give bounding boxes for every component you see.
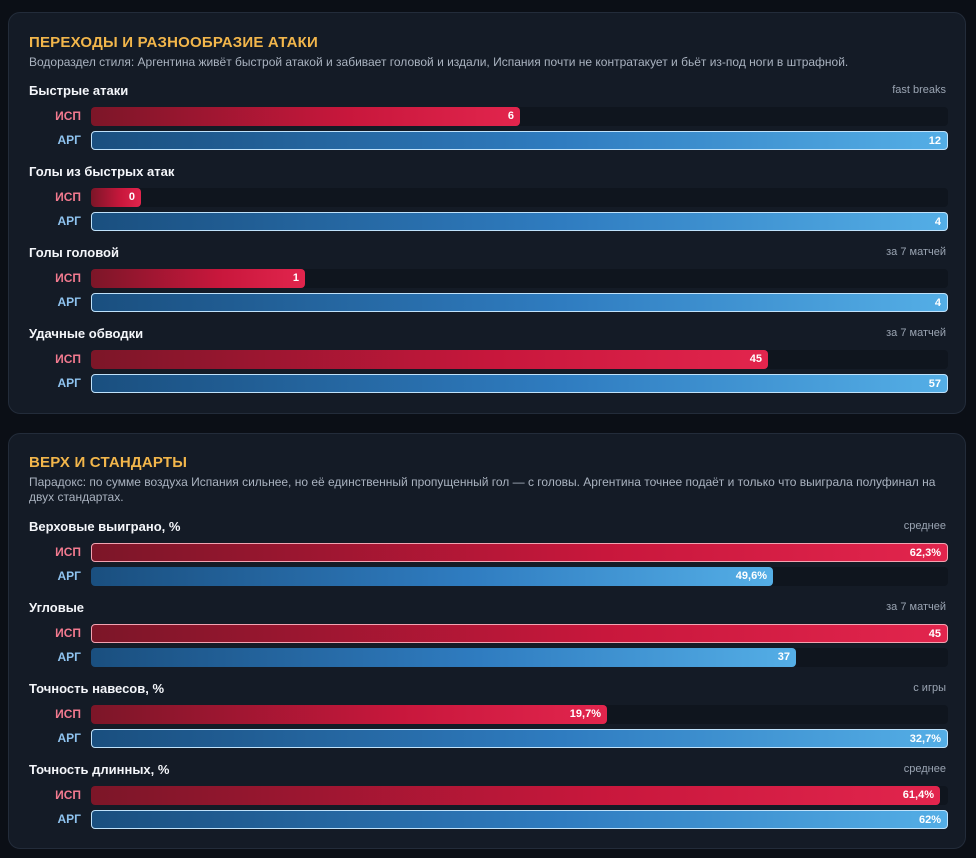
team-label-arg: АРГ	[57, 133, 81, 147]
bar-track: 45	[91, 350, 948, 369]
team-label-arg: АРГ	[57, 214, 81, 228]
bar-track: 61,4%	[91, 786, 948, 805]
bar-track: 19,7%	[91, 705, 948, 724]
bar-isp-верховые-выиграно: 62,3%	[91, 543, 948, 562]
bar-value: 45	[928, 628, 941, 640]
bar-value: 0	[128, 191, 135, 203]
panel-transitions: ПЕРЕХОДЫ И РАЗНООБРАЗИЕ АТАКИ Водораздел…	[8, 12, 966, 414]
bar-value: 6	[507, 110, 514, 122]
bar-isp-угловые: 45	[91, 624, 948, 643]
bar-arg-точность-длинных: 62%	[91, 810, 948, 829]
bar-value: 61,4%	[902, 789, 934, 801]
bar-value: 57	[928, 378, 941, 390]
bar-isp-быстрые-атаки: 6	[91, 107, 520, 126]
bar-track: 1	[91, 269, 948, 288]
bar-isp-голы-головой: 1	[91, 269, 305, 288]
bar-value: 32,7%	[909, 733, 941, 745]
metric-note: fast breaks	[892, 84, 946, 96]
bar-track: 4	[91, 212, 948, 231]
bar-arg-точность-навесов: 32,7%	[91, 729, 948, 748]
bar-track: 49,6%	[91, 567, 948, 586]
bar-value: 4	[934, 297, 941, 309]
bar-arg-голы-из-быстрых-атак: 4	[91, 212, 948, 231]
bar-arg-угловые: 37	[91, 648, 796, 667]
metric-note: за 7 матчей	[886, 327, 946, 339]
team-label-arg: АРГ	[57, 295, 81, 309]
metric-label: Точность навесов, %	[29, 681, 165, 696]
bar-track: 6	[91, 107, 948, 126]
bar-arg-быстрые-атаки: 12	[91, 131, 948, 150]
team-label-arg: АРГ	[57, 812, 81, 826]
bar-value: 62%	[918, 814, 941, 826]
metric-label: Точность длинных, %	[29, 762, 170, 777]
metric-label: Голы из быстрых атак	[29, 164, 175, 179]
team-label-arg: АРГ	[57, 569, 81, 583]
bar-isp-точность-длинных: 61,4%	[91, 786, 940, 805]
metric-label: Верховые выиграно, %	[29, 519, 181, 534]
bar-arg-голы-головой: 4	[91, 293, 948, 312]
team-label-arg: АРГ	[57, 650, 81, 664]
bar-track: 32,7%	[91, 729, 948, 748]
team-label-isp: ИСП	[55, 190, 81, 204]
metric-note: среднее	[903, 763, 946, 775]
bar-arg-удачные-обводки: 57	[91, 374, 948, 393]
bar-track: 62%	[91, 810, 948, 829]
metric-note: с игры	[913, 682, 946, 694]
panel-aerial-setpieces: ВЕРХ И СТАНДАРТЫ Парадокс: по сумме возд…	[8, 433, 966, 849]
bar-value: 12	[928, 135, 941, 147]
bar-isp-голы-из-быстрых-атак: 0	[91, 188, 141, 207]
metric-note: среднее	[903, 520, 946, 532]
bar-value: 45	[749, 353, 762, 365]
bar-value: 62,3%	[909, 547, 941, 559]
bar-track: 12	[91, 131, 948, 150]
team-label-isp: ИСП	[55, 352, 81, 366]
bar-track: 37	[91, 648, 948, 667]
bar-track: 62,3%	[91, 543, 948, 562]
team-label-isp: ИСП	[55, 626, 81, 640]
bar-track: 57	[91, 374, 948, 393]
team-label-isp: ИСП	[55, 707, 81, 721]
metric-note: за 7 матчей	[886, 601, 946, 613]
metric-label: Удачные обводки	[29, 326, 144, 341]
panel-title: ВЕРХ И СТАНДАРТЫ	[29, 454, 188, 471]
metric-label: Голы головой	[29, 245, 119, 260]
bar-value: 19,7%	[569, 708, 601, 720]
panel-subtitle: Водораздел стиля: Аргентина живёт быстро…	[29, 55, 849, 69]
bar-track: 4	[91, 293, 948, 312]
team-label-isp: ИСП	[55, 109, 81, 123]
panel-subtitle: Парадокс: по сумме воздуха Испания сильн…	[29, 475, 936, 504]
bar-value: 4	[934, 216, 941, 228]
bar-track: 0	[91, 188, 948, 207]
metric-label: Угловые	[29, 600, 85, 615]
bar-value: 49,6%	[735, 570, 767, 582]
team-label-arg: АРГ	[57, 731, 81, 745]
team-label-isp: ИСП	[55, 271, 81, 285]
team-label-arg: АРГ	[57, 376, 81, 390]
panel-title: ПЕРЕХОДЫ И РАЗНООБРАЗИЕ АТАКИ	[29, 34, 318, 51]
metric-note: за 7 матчей	[886, 246, 946, 258]
bar-isp-точность-навесов: 19,7%	[91, 705, 607, 724]
metric-label: Быстрые атаки	[29, 83, 129, 98]
bar-value: 1	[292, 272, 299, 284]
bar-isp-удачные-обводки: 45	[91, 350, 768, 369]
bar-track: 45	[91, 624, 948, 643]
bar-arg-верховые-выиграно: 49,6%	[91, 567, 773, 586]
team-label-isp: ИСП	[55, 788, 81, 802]
bar-value: 37	[777, 651, 790, 663]
team-label-isp: ИСП	[55, 545, 81, 559]
